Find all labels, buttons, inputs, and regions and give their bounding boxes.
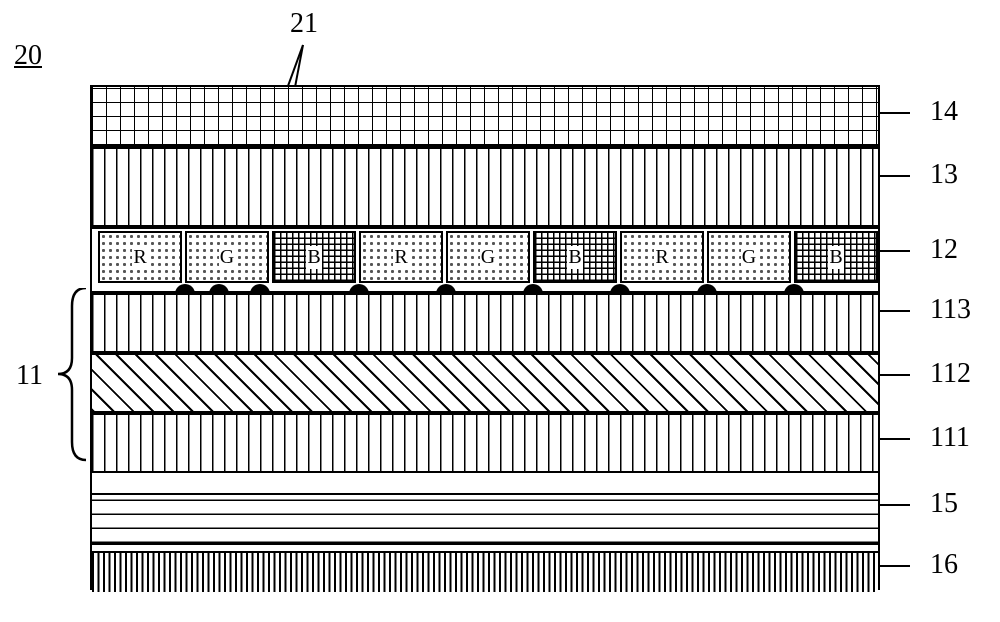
cell-label: B: [567, 246, 582, 269]
layer-111: [92, 413, 878, 473]
label-13: 13: [930, 159, 958, 191]
cell-label: B: [306, 246, 321, 269]
leader-15: [880, 504, 910, 506]
layer-15: [92, 493, 878, 545]
cell-R-2: R: [359, 231, 443, 283]
bump: [436, 284, 456, 293]
cell-label: B: [828, 246, 843, 269]
cell-G-1: G: [185, 231, 269, 283]
label-112: 112: [930, 358, 971, 390]
bump: [349, 284, 369, 293]
bump: [610, 284, 630, 293]
layer-113: [92, 293, 878, 353]
bump: [697, 284, 717, 293]
layer-112: [92, 353, 878, 413]
leader-13: [880, 175, 910, 177]
leader-113: [880, 310, 910, 312]
leader-14: [880, 112, 910, 114]
cell-label: G: [480, 246, 496, 269]
cell-B-3: B: [794, 231, 878, 283]
layer-12: R G B R G B R G B: [92, 227, 878, 293]
label-16: 16: [930, 549, 958, 581]
diagram-canvas: 20 21 R G B R G B R G B: [0, 0, 1000, 622]
leader-111: [880, 438, 910, 440]
cell-G-3: G: [707, 231, 791, 283]
layer-gap: [92, 473, 878, 493]
leader-112: [880, 374, 910, 376]
cell-label: R: [393, 246, 408, 269]
bump: [175, 284, 195, 293]
bump: [523, 284, 543, 293]
layer-13: [92, 147, 878, 227]
leader-12: [880, 250, 910, 252]
label-12: 12: [930, 234, 958, 266]
leader-16: [880, 565, 910, 567]
label-111: 111: [930, 422, 970, 454]
bump: [209, 284, 229, 293]
cell-label: G: [741, 246, 757, 269]
cell-R-3: R: [620, 231, 704, 283]
bump: [250, 284, 270, 293]
group-brace-11: [56, 288, 90, 468]
label-15: 15: [930, 488, 958, 520]
cell-label: G: [219, 246, 235, 269]
cell-R-1: R: [98, 231, 182, 283]
layer-stack: R G B R G B R G B: [90, 85, 880, 590]
label-113: 113: [930, 294, 971, 326]
cell-G-2: G: [446, 231, 530, 283]
group-label-11: 11: [16, 360, 43, 392]
layer-14: [92, 87, 878, 147]
bump: [784, 284, 804, 293]
cell-B-1: B: [272, 231, 356, 283]
cell-label: R: [132, 246, 147, 269]
layer-16: [92, 551, 878, 592]
label-14: 14: [930, 96, 958, 128]
cell-label: R: [654, 246, 669, 269]
cell-B-2: B: [533, 231, 617, 283]
